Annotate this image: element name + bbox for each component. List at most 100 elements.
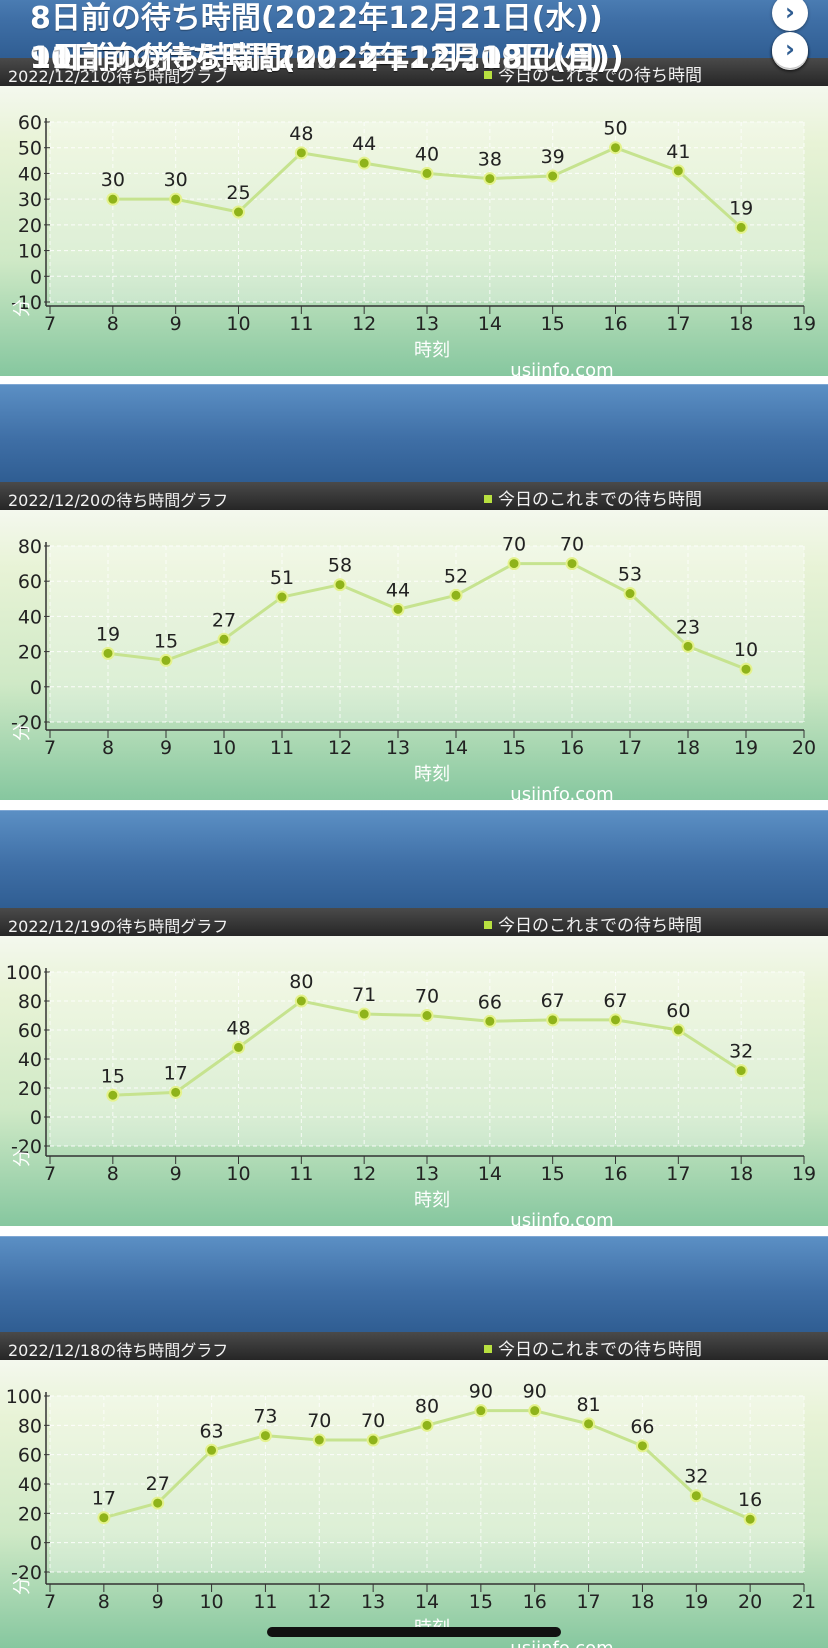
x-tick-label: 18 <box>630 1591 654 1613</box>
legend-item: 今日のこれまでの待ち時間 <box>484 1335 702 1360</box>
data-label: 25 <box>226 182 250 204</box>
day-header-title: 11日前の待ち時間(2022年12月18日(日)) <box>30 41 624 76</box>
x-tick-label: 7 <box>44 1591 56 1613</box>
y-axis-unit: 分 <box>12 299 33 317</box>
data-point <box>546 169 560 183</box>
data-point <box>232 205 245 219</box>
y-tick-label: -20 <box>11 712 42 734</box>
legend-item: 今日のこれまでの待ち時間 <box>484 61 702 86</box>
legend-marker <box>484 921 492 929</box>
data-point <box>609 1013 622 1027</box>
data-point <box>528 1404 542 1418</box>
x-tick-label: 8 <box>102 737 114 759</box>
data-label: 67 <box>541 990 565 1012</box>
data-point <box>217 632 231 646</box>
chevron-right-icon[interactable]: › <box>772 32 808 68</box>
legend-marker <box>484 495 492 503</box>
day-header[interactable]: 10日前の待ち時間(2022年12月19日(月)) › <box>0 34 828 909</box>
day-header[interactable]: 9日前の待ち時間(2022年12月20日(火)) › <box>0 34 828 483</box>
graph-subbar: 2022/12/21の待ち時間グラフ 今日のこれまでの待ち時間 <box>0 58 828 86</box>
x-tick-label: 17 <box>666 1163 690 1185</box>
data-point <box>106 1088 120 1102</box>
x-tick-label: 17 <box>576 1591 600 1613</box>
data-point <box>169 192 183 206</box>
x-tick-label: 7 <box>44 313 56 335</box>
data-point <box>474 1404 488 1418</box>
x-axis-label: 時刻 <box>414 764 450 785</box>
data-label: 32 <box>729 1041 753 1063</box>
data-point <box>507 557 521 571</box>
data-label: 32 <box>684 1466 708 1488</box>
data-point <box>681 639 695 653</box>
data-point <box>391 602 405 616</box>
x-tick-label: 12 <box>352 313 376 335</box>
day-header[interactable]: 8日前の待ち時間(2022年12月21日(水)) › <box>0 0 828 59</box>
data-point <box>312 1433 326 1447</box>
x-axis-label: 時刻 <box>414 340 450 361</box>
data-point <box>420 1009 434 1022</box>
x-tick-label: 8 <box>107 1163 119 1185</box>
data-label: 19 <box>729 197 753 219</box>
legend-item: 今日のこれまでの待ち時間 <box>484 911 702 936</box>
data-point <box>357 156 371 170</box>
data-point <box>689 1489 703 1503</box>
x-tick-label: 12 <box>352 1163 376 1185</box>
day-header[interactable]: 11日前の待ち時間(2022年12月18日(日)) › <box>0 32 828 1333</box>
watermark: usjinfo.com <box>510 784 613 800</box>
data-point <box>609 141 622 155</box>
x-tick-label: 11 <box>253 1591 277 1613</box>
data-label: 52 <box>444 565 468 587</box>
data-label: 53 <box>618 564 642 586</box>
y-tick-label: 40 <box>18 606 42 628</box>
y-axis-unit: 分 <box>12 1577 33 1595</box>
x-tick-label: 14 <box>478 313 502 335</box>
graph-subtitle: 2022/12/20の待ち時間グラフ <box>8 491 229 510</box>
data-label: 70 <box>307 1410 331 1432</box>
data-label: 27 <box>212 609 236 631</box>
data-label: 48 <box>226 1017 250 1039</box>
data-point <box>671 164 685 178</box>
data-label: 70 <box>415 986 439 1008</box>
x-tick-label: 20 <box>738 1591 762 1613</box>
chevron-right-icon[interactable]: › <box>772 0 808 31</box>
y-tick-label: 10 <box>18 241 42 263</box>
legend-label: 今日のこれまでの待ち時間 <box>498 916 702 936</box>
data-point <box>97 1511 111 1525</box>
data-point <box>483 1014 497 1028</box>
data-label: 70 <box>502 534 526 556</box>
x-tick-label: 9 <box>152 1591 164 1613</box>
day-header-title: 9日前の待ち時間(2022年12月20日(火)) <box>30 41 603 76</box>
x-tick-label: 9 <box>170 1163 182 1185</box>
x-tick-label: 8 <box>107 313 119 335</box>
home-indicator[interactable] <box>267 1627 561 1637</box>
data-label: 66 <box>630 1416 654 1438</box>
graph-subbar: 2022/12/20の待ち時間グラフ 今日のこれまでの待ち時間 <box>0 482 828 510</box>
y-tick-label: 60 <box>18 112 42 134</box>
watermark: usjinfo.com <box>510 1638 613 1648</box>
chevron-glyph: › <box>785 35 795 63</box>
data-label: 44 <box>352 133 376 155</box>
x-tick-label: 15 <box>541 1163 565 1185</box>
y-tick-label: 80 <box>18 991 42 1013</box>
y-tick-label: 40 <box>18 163 42 185</box>
data-point <box>357 1007 371 1021</box>
legend-marker <box>484 1345 492 1353</box>
data-point <box>546 1013 560 1027</box>
data-point <box>366 1433 380 1447</box>
data-point <box>258 1429 272 1443</box>
day-header-title: 8日前の待ち時間(2022年12月21日(水)) <box>30 1 603 36</box>
x-axis-label: 時刻 <box>414 1190 450 1211</box>
x-tick-label: 13 <box>361 1591 385 1613</box>
y-tick-label: 60 <box>18 1445 42 1467</box>
x-tick-label: 19 <box>792 1163 816 1185</box>
x-tick-label: 20 <box>792 737 816 759</box>
graph-subbar: 2022/12/19の待ち時間グラフ 今日のこれまでの待ち時間 <box>0 908 828 936</box>
data-point <box>565 557 579 571</box>
y-tick-label: -10 <box>11 292 42 314</box>
data-label: 23 <box>676 616 700 638</box>
y-axis-unit: 分 <box>12 1149 33 1167</box>
x-tick-label: 19 <box>684 1591 708 1613</box>
data-point <box>159 653 173 667</box>
data-point <box>232 1040 245 1054</box>
x-tick-label: 13 <box>415 313 439 335</box>
